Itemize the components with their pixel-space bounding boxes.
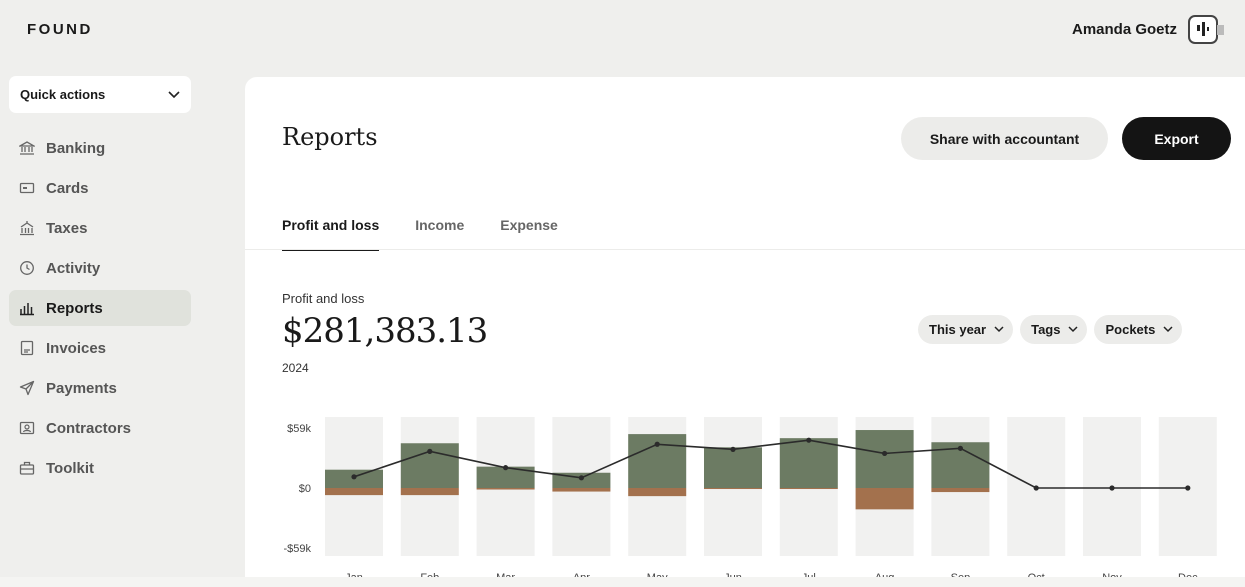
send-icon — [19, 380, 35, 396]
sidebar-item-activity[interactable]: Activity — [9, 250, 191, 286]
sidebar-item-label: Cards — [46, 179, 89, 197]
income-bar — [855, 430, 914, 488]
bank-icon — [19, 140, 35, 156]
summary-amount: $281,383.13 — [282, 311, 488, 351]
sidebar-item-label: Reports — [46, 299, 103, 317]
net-profit-point — [427, 448, 433, 454]
receipt-icon — [19, 340, 35, 356]
y-axis-tick-label: $0 — [299, 483, 311, 495]
sidebar-item-label: Banking — [46, 139, 106, 157]
sidebar-item-contractors[interactable]: Contractors — [9, 410, 191, 446]
filter-this-year[interactable]: This year — [918, 315, 1014, 344]
filter-pockets[interactable]: Pockets — [1094, 315, 1183, 344]
tab-expense[interactable]: Expense — [500, 217, 558, 233]
sidebar-item-label: Taxes — [46, 219, 88, 237]
sidebar-item-reports[interactable]: Reports — [9, 290, 191, 326]
bottom-strip — [0, 577, 1245, 587]
expense-bar — [779, 488, 838, 490]
government-building-icon — [19, 220, 35, 236]
expense-bar — [704, 488, 762, 490]
report-tabs: Profit and loss Income Expense — [282, 217, 594, 251]
expense-bar — [855, 488, 914, 510]
sidebar-item-invoices[interactable]: Invoices — [9, 330, 191, 366]
sidebar-item-label: Payments — [46, 379, 117, 397]
expense-bar — [552, 488, 611, 492]
net-profit-point — [351, 474, 357, 480]
card-icon — [19, 180, 35, 196]
chevron-down-icon — [1163, 326, 1173, 333]
toolbox-icon — [19, 460, 35, 476]
net-profit-point — [730, 446, 736, 452]
net-profit-point — [578, 475, 584, 481]
net-profit-point — [654, 441, 660, 447]
income-bar — [476, 466, 535, 488]
filter-label: This year — [929, 322, 987, 337]
contact-card-icon — [19, 420, 35, 436]
chevron-down-icon — [994, 326, 1004, 333]
net-profit-point — [1109, 485, 1115, 491]
filter-tags[interactable]: Tags — [1020, 315, 1088, 344]
clock-icon — [19, 260, 35, 276]
expense-bar — [931, 488, 990, 493]
top-bar: FOUND Amanda Goetz — [0, 0, 1245, 60]
filter-bar: This year Tags Pockets — [918, 315, 1189, 344]
income-bar — [779, 438, 838, 488]
net-profit-point — [882, 450, 888, 457]
quick-actions-label: Quick actions — [20, 87, 106, 102]
net-profit-point — [806, 437, 812, 443]
user-name[interactable]: Amanda Goetz — [1071, 21, 1177, 38]
tab-income[interactable]: Income — [415, 217, 465, 233]
page-title: Reports — [282, 123, 378, 151]
reports-panel: Reports Share with accountant Export Pro… — [245, 77, 1245, 587]
sidebar-item-banking[interactable]: Banking — [9, 130, 191, 166]
sidebar-item-label: Toolkit — [46, 459, 95, 477]
net-profit-point — [1033, 485, 1039, 491]
income-bar — [704, 447, 762, 488]
expense-bar — [400, 488, 459, 496]
expense-bar — [476, 488, 535, 490]
sidebar-nav: Banking Cards Taxes Activity Reports Inv… — [9, 130, 191, 490]
summary-year: 2024 — [282, 361, 309, 375]
share-with-accountant-button[interactable]: Share with accountant — [901, 117, 1108, 160]
filter-label: Tags — [1031, 322, 1061, 337]
net-profit-point — [957, 445, 964, 451]
app-logo-icon — [1197, 22, 1209, 36]
brand-logo[interactable]: FOUND — [27, 21, 93, 38]
filter-label: Pockets — [1105, 322, 1156, 337]
sidebar-item-label: Invoices — [46, 339, 107, 357]
avatar-tag — [1217, 25, 1224, 35]
export-button[interactable]: Export — [1122, 117, 1231, 160]
y-axis-tick-label: -$59k — [283, 543, 311, 555]
sidebar-item-taxes[interactable]: Taxes — [9, 210, 191, 246]
sidebar-item-label: Contractors — [46, 419, 132, 437]
tab-profit-and-loss[interactable]: Profit and loss — [282, 217, 380, 251]
chevron-down-icon — [168, 90, 180, 98]
sidebar-item-toolkit[interactable]: Toolkit — [9, 450, 191, 486]
expense-bar — [628, 488, 687, 497]
net-profit-point — [503, 465, 509, 471]
sidebar-item-cards[interactable]: Cards — [9, 170, 191, 206]
bar-chart-icon — [19, 300, 35, 316]
sidebar-item-label: Activity — [46, 259, 101, 277]
summary-label: Profit and loss — [282, 291, 365, 306]
net-profit-line — [353, 439, 1188, 489]
sidebar-item-payments[interactable]: Payments — [9, 370, 191, 406]
quick-actions-dropdown[interactable]: Quick actions — [9, 76, 191, 113]
tabs-divider — [245, 249, 1245, 250]
net-profit-point — [1185, 485, 1191, 491]
y-axis-tick-label: $59k — [287, 423, 311, 435]
chevron-down-icon — [1068, 326, 1079, 333]
profit-loss-chart: $59k$0-$59kJanFebMarAprMayJunJulAugSepOc… — [283, 417, 1217, 584]
expense-bar — [325, 488, 383, 496]
user-avatar[interactable] — [1188, 15, 1224, 44]
